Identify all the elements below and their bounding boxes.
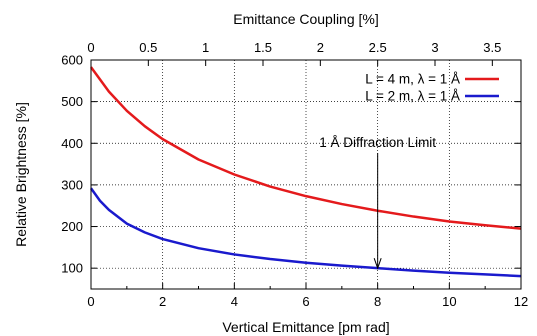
y-tick-label: 400	[61, 136, 83, 151]
x-tick-label: 8	[374, 294, 381, 309]
x-tick-label: 12	[514, 294, 528, 309]
y-tick-label: 500	[61, 94, 83, 109]
y-tick-label: 200	[61, 219, 83, 234]
x2-tick-label: 0.5	[139, 40, 157, 55]
x2-tick-label: 1	[202, 40, 209, 55]
x-tick-label: 2	[159, 294, 166, 309]
legend: L = 4 m, λ = 1 Å L = 2 m, λ = 1 Å	[365, 72, 499, 104]
x-tick-label: 4	[231, 294, 238, 309]
top-axis-title: Emittance Coupling [%]	[233, 11, 379, 27]
x2-tick-label: 1.5	[254, 40, 272, 55]
x2-tick-label: 2	[317, 40, 324, 55]
x2-tick-label: 3.5	[483, 40, 501, 55]
legend-label-red: L = 4 m, λ = 1 Å	[365, 72, 460, 87]
x2-tick-label: 3	[431, 40, 438, 55]
x2-tick-label: 0	[87, 40, 94, 55]
legend-label-blue: L = 2 m, λ = 1 Å	[365, 89, 460, 104]
diffraction-limit-annotation: 1 Å Diffraction Limit	[319, 135, 436, 268]
x-tick-label: 10	[442, 294, 456, 309]
y-axis-title: Relative Brightness [%]	[13, 102, 29, 247]
y-tick-label: 100	[61, 261, 83, 276]
x2-tick-label: 2.5	[369, 40, 387, 55]
x-axis-title: Vertical Emittance [pm rad]	[222, 319, 389, 335]
y-tick-label: 600	[61, 53, 83, 68]
x-tick-label: 0	[87, 294, 94, 309]
y-tick-label: 300	[61, 177, 83, 192]
annotation-label: 1 Å Diffraction Limit	[319, 135, 436, 150]
x-tick-label: 6	[302, 294, 309, 309]
